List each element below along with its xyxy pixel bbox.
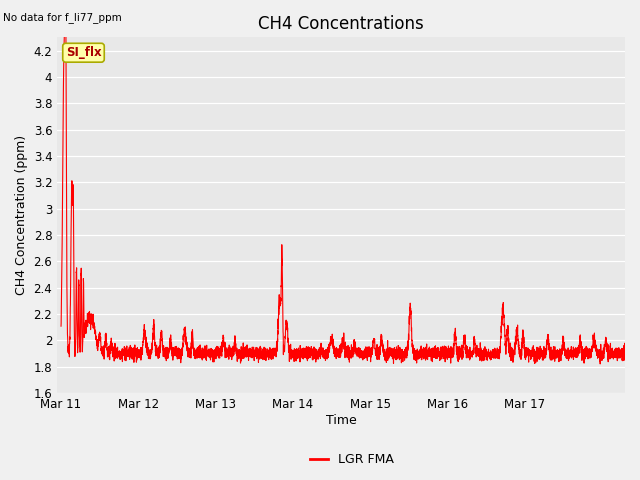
Title: CH4 Concentrations: CH4 Concentrations (258, 15, 424, 33)
X-axis label: Time: Time (326, 414, 356, 427)
Text: No data for f_li77_ppm: No data for f_li77_ppm (3, 12, 122, 23)
Y-axis label: CH4 Concentration (ppm): CH4 Concentration (ppm) (15, 135, 28, 295)
Legend: LGR FMA: LGR FMA (305, 448, 399, 471)
Text: SI_flx: SI_flx (66, 46, 101, 59)
